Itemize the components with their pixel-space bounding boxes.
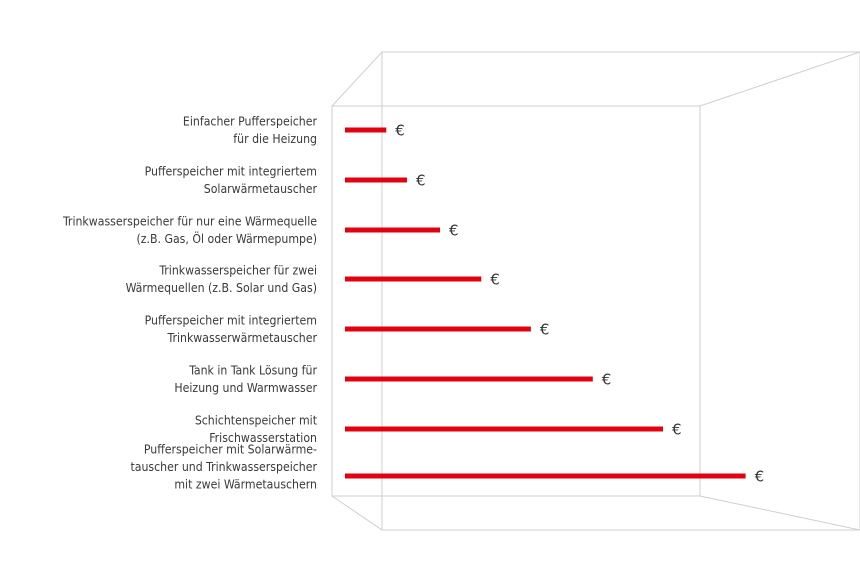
box-edge-top-left [331, 51, 383, 107]
category-label-line: für die Heizung [233, 132, 317, 146]
category-label-8: Pufferspeicher mit Solarwärme-tauscher u… [130, 443, 317, 492]
value-label-2: € [416, 172, 426, 190]
category-labels: Einfacher Pufferspeicher für die Heizung P… [62, 115, 318, 492]
category-label-3: Trinkwasserspeicher für nur eine Wärmequ… [62, 215, 317, 247]
category-label-line: tauscher und Trinkwasserspeicher [130, 460, 317, 474]
category-label-line: Pufferspeicher mit Solarwärme- [144, 443, 317, 457]
bar-5 [345, 326, 531, 332]
category-label-line: (z.B. Gas, Öl oder Wärmepumpe) [136, 230, 317, 246]
category-label-7: Schichtenspeicher mit Frischwasserstation [195, 414, 318, 446]
category-label-1: Einfacher Pufferspeicher für die Heizung [183, 115, 318, 147]
category-label-line: mit zwei Wärmetauschern [174, 478, 317, 492]
bar-1 [345, 127, 387, 133]
bar-6 [345, 376, 593, 382]
bar-3 [345, 227, 440, 233]
value-label-3: € [449, 222, 459, 240]
value-label-6: € [602, 371, 612, 389]
bar-8 [345, 473, 746, 479]
box-back-face [381, 51, 860, 531]
value-labels: € € € € € € € € [395, 122, 764, 486]
category-label-line: Tank in Tank Lösung für [188, 364, 317, 378]
category-label-line: Heizung und Warmwasser [174, 381, 317, 395]
value-label-4: € [490, 271, 500, 289]
value-label-8: € [755, 468, 765, 486]
bar-2 [345, 177, 407, 183]
box-front-face [331, 105, 701, 497]
box-edge-bottom-right [699, 495, 860, 531]
category-label-line: Wärmequellen (z.B. Solar und Gas) [126, 281, 317, 295]
category-label-6: Tank in Tank Lösung für Heizung und Warmw… [174, 364, 317, 396]
box-edge-bottom-left [331, 495, 383, 531]
perspective-box-frame [331, 51, 860, 531]
category-label-line: Solarwärmetauscher [204, 182, 318, 196]
category-label-line: Einfacher Pufferspeicher [183, 115, 318, 129]
category-label-line: Frischwasserstation [209, 431, 317, 445]
category-label-2: Pufferspeicher mit integriertem Solarwärm… [145, 165, 318, 197]
category-label-line: Schichtenspeicher mit [195, 414, 318, 428]
value-label-1: € [395, 122, 405, 140]
category-label-line: Pufferspeicher mit integriertem [145, 165, 317, 179]
box-edge-top-right [699, 51, 860, 107]
value-label-5: € [540, 321, 550, 339]
category-label-line: Trinkwasserwärmetauscher [167, 331, 318, 345]
value-label-7: € [672, 421, 682, 439]
bars [345, 127, 746, 479]
category-label-line: Trinkwasserspeicher für nur eine Wärmequ… [62, 215, 317, 229]
category-label-line: Pufferspeicher mit integriertem [145, 314, 317, 328]
category-label-5: Pufferspeicher mit integriertem Trinkwass… [145, 314, 318, 346]
bar-7 [345, 426, 664, 432]
bar-4 [345, 276, 482, 282]
category-label-4: Trinkwasserspeicher für zwei Wärmequellen… [126, 264, 317, 296]
category-label-line: Trinkwasserspeicher für zwei [158, 264, 317, 278]
